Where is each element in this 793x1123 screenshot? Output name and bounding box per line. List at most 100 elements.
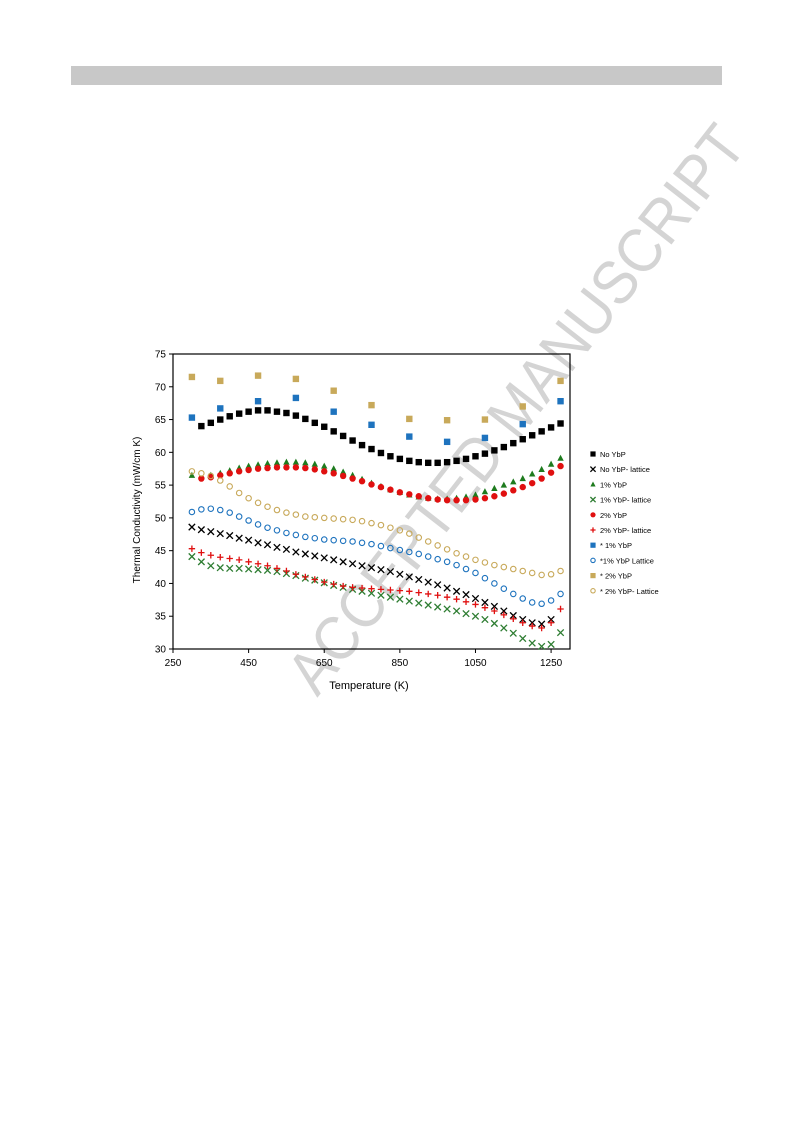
data-point [538, 428, 545, 435]
data-point [396, 595, 404, 603]
data-point [481, 574, 489, 582]
data-point [462, 565, 470, 573]
data-point [377, 542, 385, 550]
data-point [273, 408, 281, 415]
data-point [500, 481, 508, 488]
legend-entry: 2% YbP- lattice [600, 526, 651, 535]
y-tick-label: 40 [155, 579, 167, 590]
data-point [557, 377, 564, 385]
data-point [349, 475, 356, 482]
data-point [500, 624, 508, 632]
data-point [264, 562, 271, 569]
data-point [349, 538, 356, 545]
data-point [283, 509, 290, 516]
data-point [226, 564, 234, 573]
data-point [226, 531, 234, 540]
data-point [235, 513, 243, 520]
y-tick-label: 70 [155, 382, 167, 393]
data-point [216, 564, 224, 572]
data-point [292, 511, 300, 518]
data-point [235, 556, 243, 564]
data-point [321, 423, 328, 430]
data-point [434, 603, 442, 611]
data-point [443, 605, 451, 613]
y-tick-label: 35 [155, 612, 167, 623]
data-point [519, 595, 527, 602]
data-point [207, 419, 215, 427]
data-point [490, 619, 499, 628]
data-point [519, 567, 527, 575]
data-point [405, 597, 413, 605]
data-point [415, 493, 422, 500]
data-point [217, 405, 224, 412]
data-point [292, 375, 300, 383]
data-point [472, 601, 479, 608]
data-point [358, 584, 366, 592]
data-point [311, 534, 319, 542]
data-point [557, 462, 564, 470]
data-point [264, 503, 271, 511]
data-point [283, 567, 290, 575]
data-point [358, 477, 366, 485]
data-point [302, 573, 309, 581]
data-point [254, 398, 262, 405]
data-point [273, 565, 281, 572]
data-point [547, 424, 555, 431]
data-point [207, 472, 215, 480]
data-point [321, 462, 328, 469]
data-point [216, 529, 224, 538]
data-point [311, 460, 318, 467]
data-point [188, 471, 196, 478]
chart-legend: No YbP No YbP- lattice 1% YbP 1% YbP- latti… [589, 450, 659, 596]
data-point [311, 466, 318, 473]
data-point [547, 615, 555, 624]
data-point [462, 496, 470, 504]
data-point [472, 453, 479, 460]
data-point [292, 458, 300, 465]
data-point [500, 611, 508, 619]
data-point [510, 439, 517, 447]
legend-marker [590, 512, 596, 518]
data-point [443, 438, 451, 446]
data-point [244, 536, 253, 544]
legend-marker [590, 588, 596, 594]
data-point [311, 552, 319, 560]
data-point [481, 615, 489, 624]
data-point [198, 470, 205, 477]
legend-marker [590, 481, 596, 487]
y-axis-label: Thermal Conductivity (mW/cm K) [132, 437, 143, 584]
data-point [273, 543, 281, 552]
data-point [198, 549, 205, 556]
legend-entry: No YbP- lattice [600, 465, 650, 474]
data-point [198, 506, 205, 513]
data-point [368, 421, 375, 428]
data-point [387, 544, 394, 552]
data-point [188, 523, 196, 531]
data-point [519, 634, 527, 643]
data-point [519, 619, 526, 626]
data-point [434, 496, 441, 503]
data-point [396, 527, 404, 534]
data-point [263, 541, 272, 549]
x-tick-label: 1250 [540, 658, 563, 669]
data-point [349, 437, 356, 444]
data-point [330, 387, 337, 394]
chart-axes: 250 450 650 850 1050 1250 30 35 40 45 50 55 60 65 70 75 [155, 350, 571, 669]
data-point [472, 496, 479, 503]
legend-marker [590, 542, 596, 548]
data-point [339, 558, 347, 566]
data-point [481, 604, 489, 611]
x-tick-label: 650 [316, 658, 333, 669]
data-point [424, 578, 432, 586]
legend-marker [590, 451, 596, 457]
data-point [537, 642, 546, 651]
data-point [226, 483, 233, 490]
data-point [339, 472, 347, 480]
data-point [226, 470, 233, 477]
data-point [396, 546, 404, 554]
y-tick-label: 55 [155, 481, 167, 492]
data-point [330, 515, 337, 522]
data-point [528, 569, 536, 577]
data-point [302, 459, 309, 466]
data-point [330, 580, 337, 588]
